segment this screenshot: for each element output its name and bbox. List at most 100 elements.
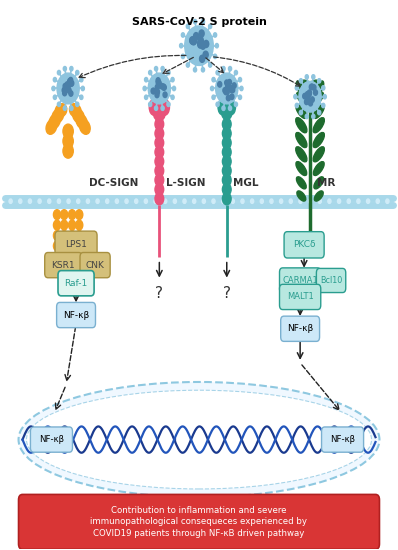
Circle shape <box>167 102 170 107</box>
Circle shape <box>57 102 60 107</box>
Circle shape <box>222 146 231 158</box>
Circle shape <box>314 90 318 95</box>
Circle shape <box>367 199 370 204</box>
Circle shape <box>70 106 73 111</box>
Ellipse shape <box>297 177 306 189</box>
Circle shape <box>115 199 119 204</box>
Ellipse shape <box>314 191 323 201</box>
FancyBboxPatch shape <box>279 268 321 293</box>
Circle shape <box>222 106 225 111</box>
Circle shape <box>198 37 203 43</box>
Circle shape <box>96 199 99 204</box>
Ellipse shape <box>308 80 319 89</box>
Circle shape <box>63 144 73 158</box>
Circle shape <box>386 199 389 204</box>
Circle shape <box>171 95 174 100</box>
Circle shape <box>228 80 232 85</box>
Text: ?: ? <box>155 286 163 301</box>
Circle shape <box>294 95 297 99</box>
Circle shape <box>200 42 205 50</box>
Circle shape <box>225 80 229 85</box>
Ellipse shape <box>313 147 324 162</box>
Ellipse shape <box>46 119 57 134</box>
Circle shape <box>172 86 176 91</box>
Circle shape <box>222 118 231 130</box>
Text: MR: MR <box>317 178 336 188</box>
Circle shape <box>201 68 205 72</box>
Circle shape <box>299 81 321 112</box>
Circle shape <box>167 70 170 75</box>
Ellipse shape <box>296 118 307 133</box>
Circle shape <box>186 63 189 67</box>
Ellipse shape <box>316 81 324 94</box>
Circle shape <box>199 55 205 62</box>
Circle shape <box>156 79 160 85</box>
Circle shape <box>198 40 203 47</box>
Circle shape <box>67 199 70 204</box>
Circle shape <box>186 24 189 29</box>
Circle shape <box>76 70 79 75</box>
Circle shape <box>304 99 308 104</box>
Circle shape <box>312 75 315 79</box>
Circle shape <box>228 85 232 91</box>
Circle shape <box>183 199 186 204</box>
Circle shape <box>162 85 166 90</box>
Text: PKCδ: PKCδ <box>293 240 315 249</box>
Circle shape <box>69 78 73 83</box>
Circle shape <box>251 199 254 204</box>
Text: NF-κβ: NF-κβ <box>39 435 64 444</box>
Circle shape <box>155 137 164 149</box>
Circle shape <box>216 102 219 107</box>
Circle shape <box>185 26 213 65</box>
Circle shape <box>308 199 312 204</box>
Text: LPS1: LPS1 <box>65 240 87 249</box>
Circle shape <box>305 92 309 97</box>
Circle shape <box>213 54 217 59</box>
Circle shape <box>318 79 321 83</box>
Circle shape <box>222 174 231 186</box>
Circle shape <box>69 91 73 96</box>
Circle shape <box>154 106 158 111</box>
Circle shape <box>234 102 238 107</box>
Circle shape <box>86 199 90 204</box>
Circle shape <box>299 199 302 204</box>
Circle shape <box>310 84 314 90</box>
Circle shape <box>155 183 164 195</box>
Circle shape <box>161 84 165 90</box>
Circle shape <box>64 85 68 90</box>
Circle shape <box>216 73 238 104</box>
Circle shape <box>215 43 219 48</box>
Circle shape <box>181 33 185 37</box>
Circle shape <box>222 128 231 140</box>
Circle shape <box>155 146 164 158</box>
Circle shape <box>230 94 234 100</box>
Circle shape <box>38 199 41 204</box>
Ellipse shape <box>227 100 236 115</box>
Circle shape <box>212 95 215 100</box>
Circle shape <box>308 101 312 106</box>
Circle shape <box>53 220 60 230</box>
Circle shape <box>161 67 164 71</box>
Circle shape <box>231 199 234 204</box>
FancyBboxPatch shape <box>55 231 97 258</box>
Circle shape <box>216 70 219 75</box>
Circle shape <box>209 24 212 29</box>
Circle shape <box>125 199 128 204</box>
Circle shape <box>68 230 76 240</box>
Ellipse shape <box>301 80 312 89</box>
Circle shape <box>289 199 293 204</box>
Circle shape <box>155 85 159 90</box>
Circle shape <box>328 199 331 204</box>
Text: Bcl10: Bcl10 <box>320 276 342 285</box>
Ellipse shape <box>313 104 324 118</box>
FancyBboxPatch shape <box>45 252 82 278</box>
Circle shape <box>171 78 174 82</box>
Circle shape <box>48 199 51 204</box>
Circle shape <box>148 70 152 75</box>
Ellipse shape <box>27 390 371 489</box>
FancyBboxPatch shape <box>284 232 324 258</box>
Circle shape <box>306 93 310 98</box>
Circle shape <box>155 92 159 98</box>
Circle shape <box>238 95 242 100</box>
Text: Contribution to inflammation and severe
immunopathological consequeces experienc: Contribution to inflammation and severe … <box>90 505 308 538</box>
